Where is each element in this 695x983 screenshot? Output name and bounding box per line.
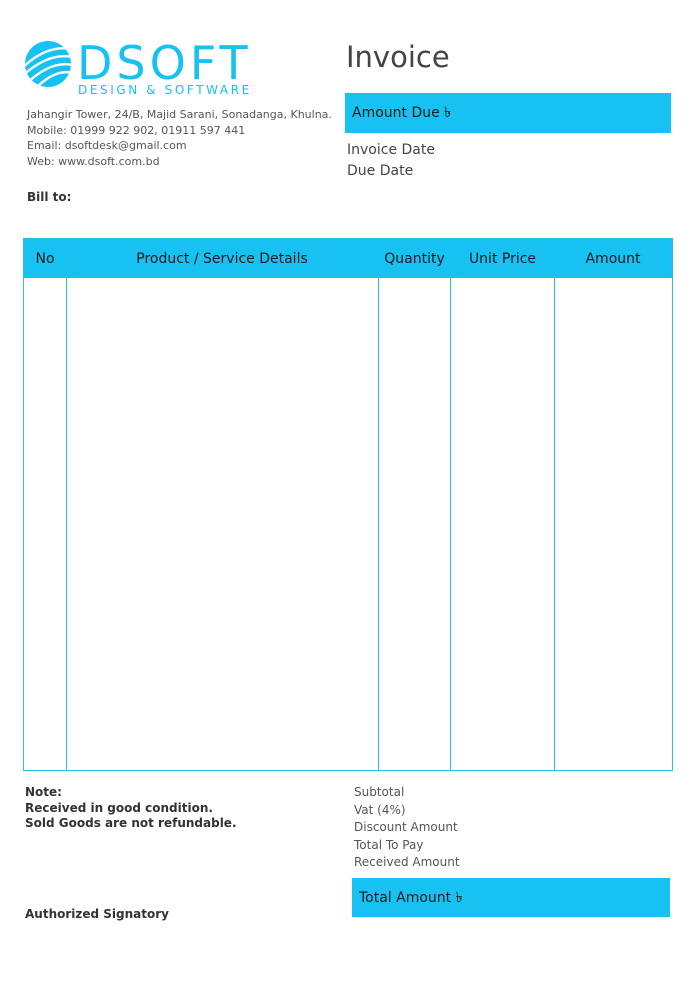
company-logo: DSOFT DESIGN & SOFTWARE [24,36,269,100]
column-divider [450,278,451,770]
column-header-no: No [35,250,55,267]
logo-wordmark: DSOFT [77,36,252,90]
column-divider [378,278,379,770]
globe-icon [25,41,71,87]
column-header-details: Product / Service Details [136,250,308,267]
invoice-title: Invoice [346,40,450,74]
total-amount-label: Total Amount ৳ [359,889,463,906]
note-section: Note: Received in good condition. Sold G… [25,785,237,832]
total-to-pay-label: Total To Pay [354,837,424,852]
amount-due-label: Amount Due ৳ [352,105,452,121]
discount-label: Discount Amount [354,820,458,834]
subtotal-label: Subtotal [354,785,405,799]
items-table: No Product / Service Details Quantity Un… [23,238,673,771]
invoice-date-label: Invoice Date [347,142,435,158]
column-divider [66,278,67,770]
authorized-signatory: Authorized Signatory [25,907,169,921]
summary-section: Subtotal Vat (4%) Discount Amount Total … [354,784,460,872]
column-divider [554,278,555,770]
column-header-quantity: Quantity [384,250,445,267]
company-address: Jahangir Tower, 24/B, Majid Sarani, Sona… [27,108,332,121]
logo-tagline: DESIGN & SOFTWARE [78,83,252,97]
vat-label: Vat (4%) [354,802,406,817]
company-email: Email: dsoftdesk@gmail.com [27,139,187,152]
column-header-amount: Amount [585,250,641,267]
amount-due-bar: Amount Due ৳ [345,93,671,133]
table-header: No Product / Service Details Quantity Un… [24,239,672,278]
due-date-label: Due Date [347,163,414,179]
note-line: Sold Goods are not refundable. [25,816,237,830]
company-mobile: Mobile: 01999 922 902, 01911 597 441 [27,123,246,137]
note-line: Received in good condition. [25,800,213,815]
company-info: Jahangir Tower, 24/B, Majid Sarani, Sona… [27,107,332,169]
bill-to-label: Bill to: [27,190,72,204]
invoice-dates: Invoice Date Due Date [347,140,435,182]
received-amount-label: Received Amount [354,855,460,869]
note-title: Note: [25,785,62,799]
column-header-unit-price: Unit Price [468,250,537,267]
company-web: Web: www.dsoft.com.bd [27,154,160,168]
total-amount-bar: Total Amount ৳ [352,878,670,917]
